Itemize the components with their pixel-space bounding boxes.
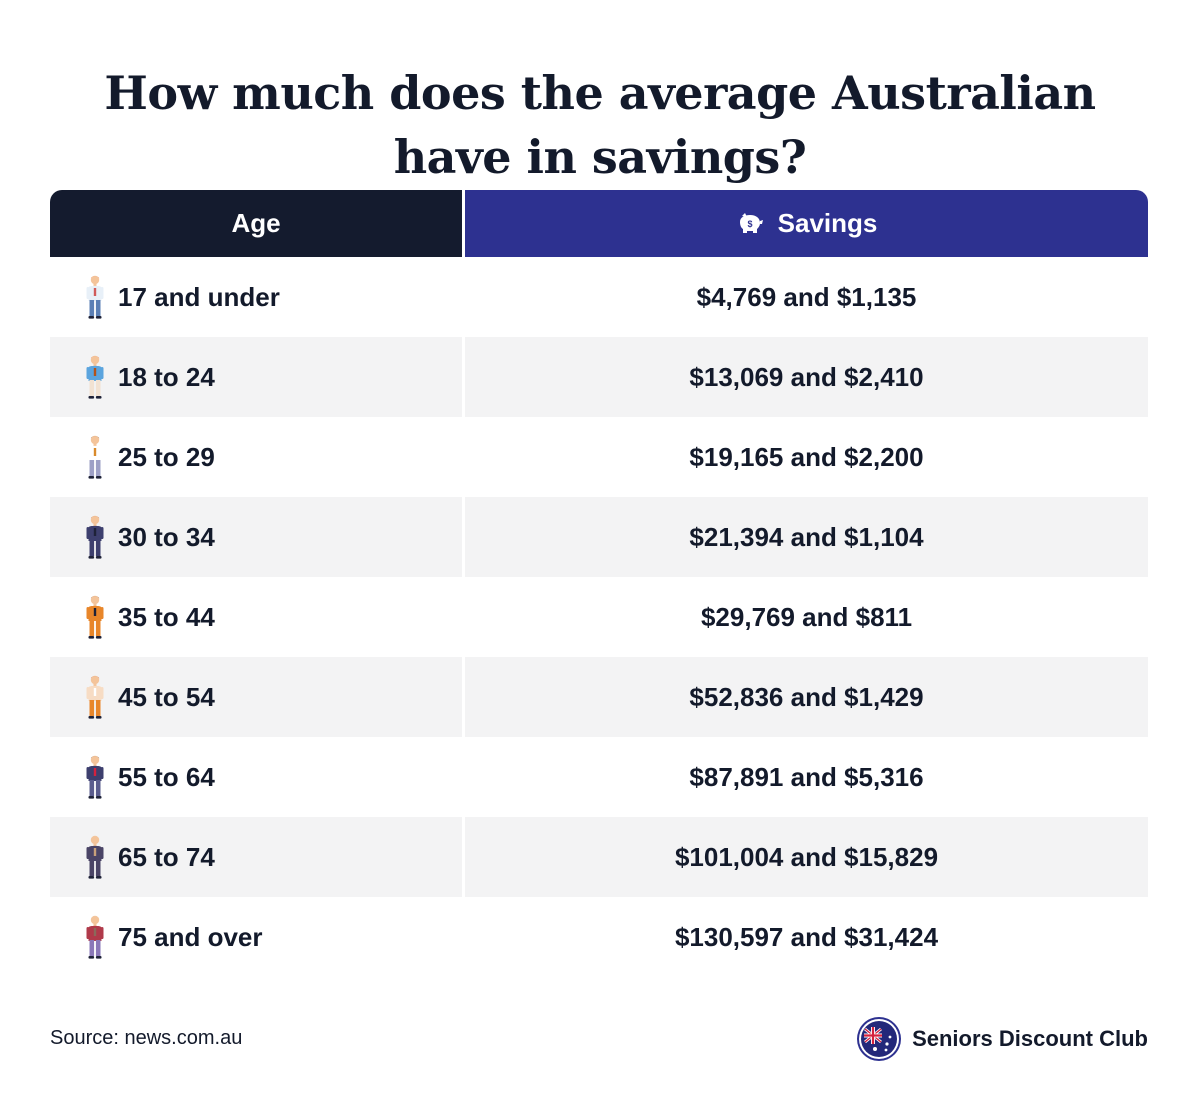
table-body: 17 and under $4,769 and $1,135 18 to 24 …: [50, 257, 1148, 977]
table-header: Age $ Savings: [50, 190, 1148, 257]
table-row: 18 to 24 $13,069 and $2,410: [50, 337, 1148, 417]
source-note: Source: news.com.au: [50, 1027, 243, 1049]
young-man-figure-icon: [86, 355, 104, 399]
age-cell: 17 and under: [50, 257, 462, 337]
age-cell: 45 to 54: [50, 657, 462, 737]
page-title: How much does the average Australian hav…: [0, 61, 1200, 189]
savings-table: Age $ Savings 17 and under $4,7: [50, 190, 1148, 977]
savings-cell: $101,004 and $15,829: [465, 817, 1148, 897]
age-label: 45 to 54: [118, 681, 215, 712]
bald-man-figure-icon: [86, 755, 104, 799]
svg-text:$: $: [747, 219, 752, 229]
man-figure-icon: [86, 515, 104, 559]
savings-cell: $13,069 and $2,410: [465, 337, 1148, 417]
table-row: 65 to 74 $101,004 and $15,829: [50, 817, 1148, 897]
age-cell: 30 to 34: [50, 497, 462, 577]
savings-value: $87,891 and $5,316: [689, 761, 924, 792]
age-label: 35 to 44: [118, 601, 215, 632]
savings-header-label: Savings: [777, 208, 878, 238]
age-label: 18 to 24: [118, 361, 215, 392]
savings-value: $21,394 and $1,104: [689, 521, 924, 552]
table-row: 17 and under $4,769 and $1,135: [50, 257, 1148, 337]
age-label: 75 and over: [118, 921, 263, 952]
table-row: 30 to 34 $21,394 and $1,104: [50, 497, 1148, 577]
age-header-label: Age: [231, 208, 281, 238]
savings-cell: $4,769 and $1,135: [465, 257, 1148, 337]
title-line-1: How much does the average Australian: [104, 65, 1096, 120]
table-row: 25 to 29 $19,165 and $2,200: [50, 417, 1148, 497]
savings-value: $4,769 and $1,135: [696, 281, 917, 312]
age-label: 17 and under: [118, 281, 280, 312]
table-row: 55 to 64 $87,891 and $5,316: [50, 737, 1148, 817]
age-column-header: Age: [50, 190, 462, 257]
title-line-2: have in savings?: [393, 129, 807, 184]
savings-column-header: $ Savings: [465, 190, 1148, 257]
savings-value: $13,069 and $2,410: [689, 361, 924, 392]
savings-cell: $52,836 and $1,429: [465, 657, 1148, 737]
savings-value: $29,769 and $811: [700, 601, 913, 632]
woman-figure-icon: [86, 675, 104, 719]
man-with-phone-figure-icon: [86, 595, 104, 639]
table-row: 35 to 44 $29,769 and $811: [50, 577, 1148, 657]
age-label: 30 to 34: [118, 521, 215, 552]
age-cell: 75 and over: [50, 897, 462, 977]
savings-value: $19,165 and $2,200: [689, 441, 924, 472]
savings-cell: $130,597 and $31,424: [465, 897, 1148, 977]
age-label: 55 to 64: [118, 761, 215, 792]
age-cell: 35 to 44: [50, 577, 462, 657]
savings-value: $101,004 and $15,829: [674, 841, 939, 872]
elderly-woman-with-cane-icon: [86, 835, 104, 879]
age-cell: 18 to 24: [50, 337, 462, 417]
australian-flag-logo-icon: [857, 1017, 902, 1061]
age-label: 65 to 74: [118, 841, 215, 872]
table-row: 75 and over $130,597 and $31,424: [50, 897, 1148, 977]
age-cell: 55 to 64: [50, 737, 462, 817]
child-figure-icon: [86, 275, 104, 319]
savings-cell: $87,891 and $5,316: [465, 737, 1148, 817]
savings-cell: $21,394 and $1,104: [465, 497, 1148, 577]
piggy-bank-icon: $: [739, 212, 763, 233]
savings-cell: $29,769 and $811: [465, 577, 1148, 657]
table-row: 45 to 54 $52,836 and $1,429: [50, 657, 1148, 737]
brand: Seniors Discount Club: [856, 1016, 1148, 1062]
age-label: 25 to 29: [118, 441, 215, 472]
savings-cell: $19,165 and $2,200: [465, 417, 1148, 497]
savings-value: $130,597 and $31,424: [674, 921, 939, 952]
elderly-man-with-cane-icon: [86, 915, 104, 959]
brand-name: Seniors Discount Club: [912, 1026, 1148, 1051]
man-with-bag-figure-icon: [86, 435, 104, 479]
savings-value: $52,836 and $1,429: [689, 681, 924, 712]
age-cell: 65 to 74: [50, 817, 462, 897]
age-cell: 25 to 29: [50, 417, 462, 497]
